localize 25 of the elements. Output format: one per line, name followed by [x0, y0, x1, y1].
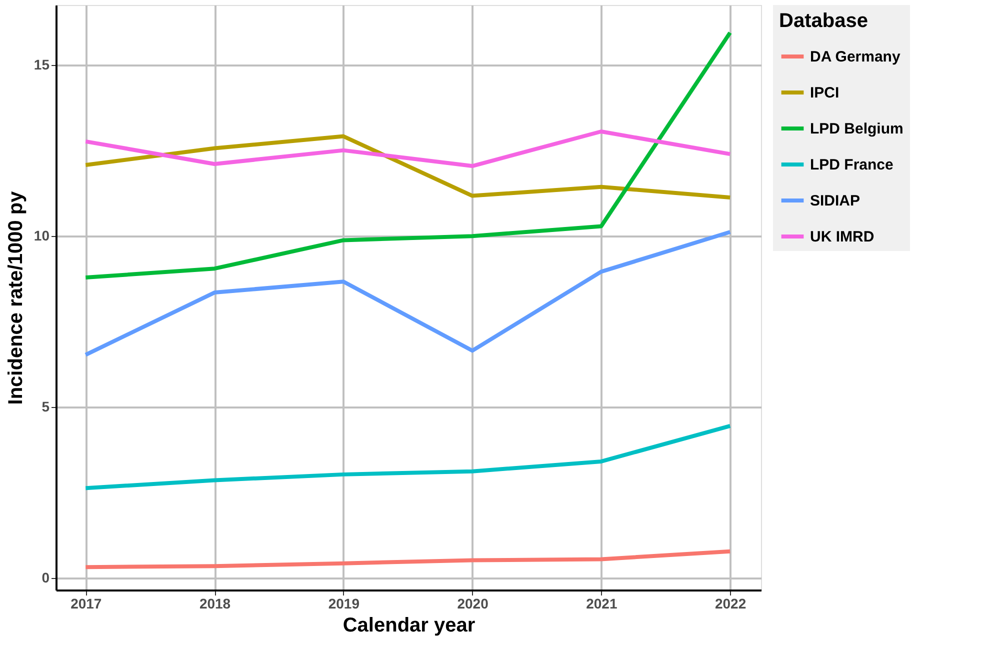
x-axis-title: Calendar year — [342, 614, 476, 636]
line-series — [84, 30, 732, 280]
x-tick-label: 2020 — [457, 596, 489, 612]
x-tick-label: 2021 — [586, 596, 618, 612]
line-series — [84, 130, 732, 168]
legend-label: LPD France — [810, 156, 894, 174]
x-tick-label: 2022 — [714, 596, 746, 612]
y-tick-label: 5 — [42, 398, 50, 415]
y-tick-label: 15 — [34, 56, 50, 73]
legend-label: SIDIAP — [810, 192, 860, 210]
legend-label: IPCI — [810, 84, 840, 102]
line-series — [84, 230, 732, 357]
y-axis-title: Incidence rate/1000 py — [4, 190, 27, 405]
legend-title: Database — [779, 10, 868, 32]
line-series — [84, 549, 732, 570]
x-tick-label: 2017 — [70, 596, 102, 612]
legend-label: LPD Belgium — [810, 120, 904, 138]
x-tick-label: 2019 — [328, 596, 360, 612]
line-series — [84, 424, 732, 490]
legend-label: UK IMRD — [810, 228, 874, 246]
y-tick-label: 0 — [42, 570, 50, 586]
y-tick-label: 10 — [34, 228, 50, 244]
legend-label: DA Germany — [810, 48, 901, 66]
line-series — [84, 134, 732, 200]
x-tick-label: 2018 — [199, 596, 231, 612]
